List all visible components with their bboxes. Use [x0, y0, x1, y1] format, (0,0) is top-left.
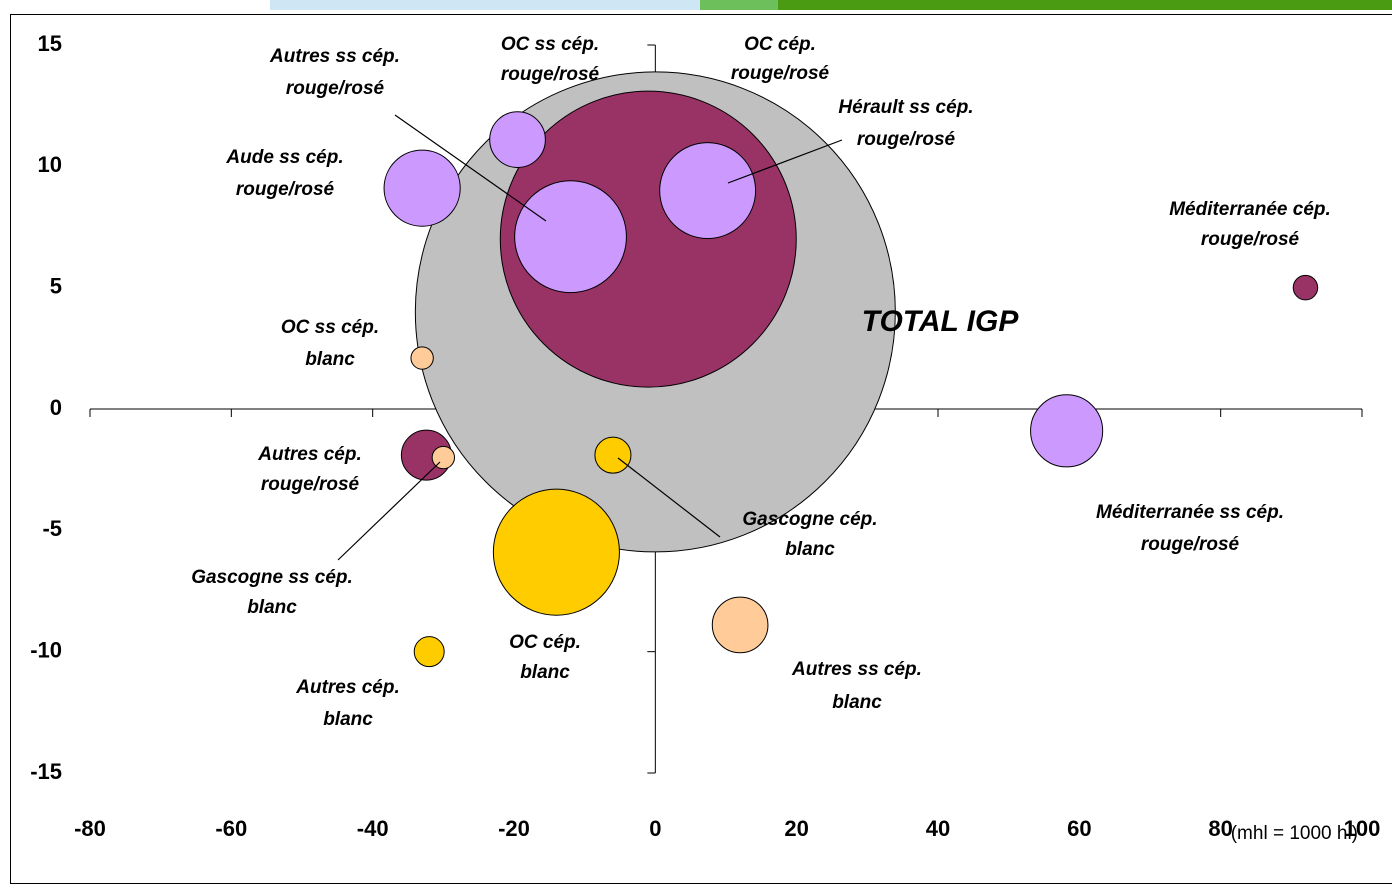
bubble-label: Méditerranée cép. — [1169, 199, 1331, 220]
bubble-label: Gascogne ss cép. — [191, 567, 353, 588]
note: (mhl = 1000 hl) — [1231, 823, 1358, 844]
bubble-label: blanc — [247, 597, 297, 618]
bubble-label: Aude ss cép. — [225, 147, 343, 168]
x-tick-label: 100 — [1344, 816, 1381, 841]
leader-line — [394, 114, 547, 222]
header-strip — [270, 0, 700, 10]
bubble-label: OC ss cép. — [281, 317, 379, 338]
header-strip — [778, 0, 1392, 10]
bubble — [383, 149, 461, 227]
x-tick-label: -60 — [215, 816, 247, 841]
bubble-label: Gascogne cép. — [742, 509, 877, 530]
bubble-label: Autres cép. — [295, 677, 399, 698]
bubble-label: Autres cép. — [257, 444, 361, 465]
y-tick-label: 0 — [50, 395, 62, 420]
chart-frame — [10, 14, 1392, 884]
y-tick-label: -10 — [30, 637, 62, 662]
bubble-label: Méditerranée ss cép. — [1096, 502, 1284, 523]
bubble — [431, 445, 456, 470]
leader-line — [337, 461, 441, 561]
bubble-label: OC cép. — [744, 34, 816, 55]
bubble-label: rouge/rosé — [286, 78, 385, 99]
bubble-label: Autres ss cép. — [269, 46, 400, 67]
y-tick-label: -5 — [42, 516, 62, 541]
bubble-label: Autres ss cép. — [791, 659, 922, 680]
bubble-label: blanc — [305, 349, 355, 370]
bubble — [1030, 394, 1104, 468]
bubble — [711, 596, 769, 654]
bubble-label: rouge/rosé — [501, 64, 600, 85]
leader-line — [617, 457, 721, 538]
bubble-label: blanc — [785, 539, 835, 560]
x-tick-label: 60 — [1067, 816, 1091, 841]
x-tick-label: 20 — [784, 816, 808, 841]
y-tick-label: 10 — [38, 152, 62, 177]
bubble — [1292, 274, 1319, 301]
bubble — [659, 142, 757, 240]
y-tick-label: 5 — [50, 273, 62, 298]
bubble — [594, 436, 632, 474]
bubble-label: rouge/rosé — [1201, 229, 1300, 250]
y-tick-label: -15 — [30, 759, 62, 784]
x-tick-label: -40 — [357, 816, 389, 841]
bubble-label: blanc — [832, 692, 882, 713]
bubble-label: OC cép. — [509, 632, 581, 653]
bubble-label: TOTAL IGP — [862, 305, 1020, 338]
bubble-label: OC ss cép. — [501, 34, 599, 55]
bubble-label: Hérault ss cép. — [838, 97, 973, 118]
x-tick-label: -80 — [74, 816, 106, 841]
header-strip — [700, 0, 778, 10]
x-tick-label: 0 — [649, 816, 661, 841]
bubble-label: rouge/rosé — [1141, 534, 1240, 555]
bubble — [492, 488, 620, 616]
bubble-label: rouge/rosé — [731, 63, 830, 84]
bubble-label: rouge/rosé — [236, 179, 335, 200]
y-tick-label: 15 — [38, 31, 62, 56]
bubble-label: blanc — [323, 709, 373, 730]
x-tick-label: 80 — [1208, 816, 1232, 841]
leader-line — [727, 139, 843, 184]
bubble — [413, 636, 445, 668]
bubble — [514, 180, 627, 294]
x-tick-label: 40 — [926, 816, 950, 841]
bubble-label: rouge/rosé — [857, 129, 956, 150]
bubble-label: rouge/rosé — [261, 474, 360, 495]
bubble — [410, 346, 434, 370]
bubble — [489, 111, 546, 168]
bubble-label: blanc — [520, 662, 570, 683]
x-tick-label: -20 — [498, 816, 530, 841]
